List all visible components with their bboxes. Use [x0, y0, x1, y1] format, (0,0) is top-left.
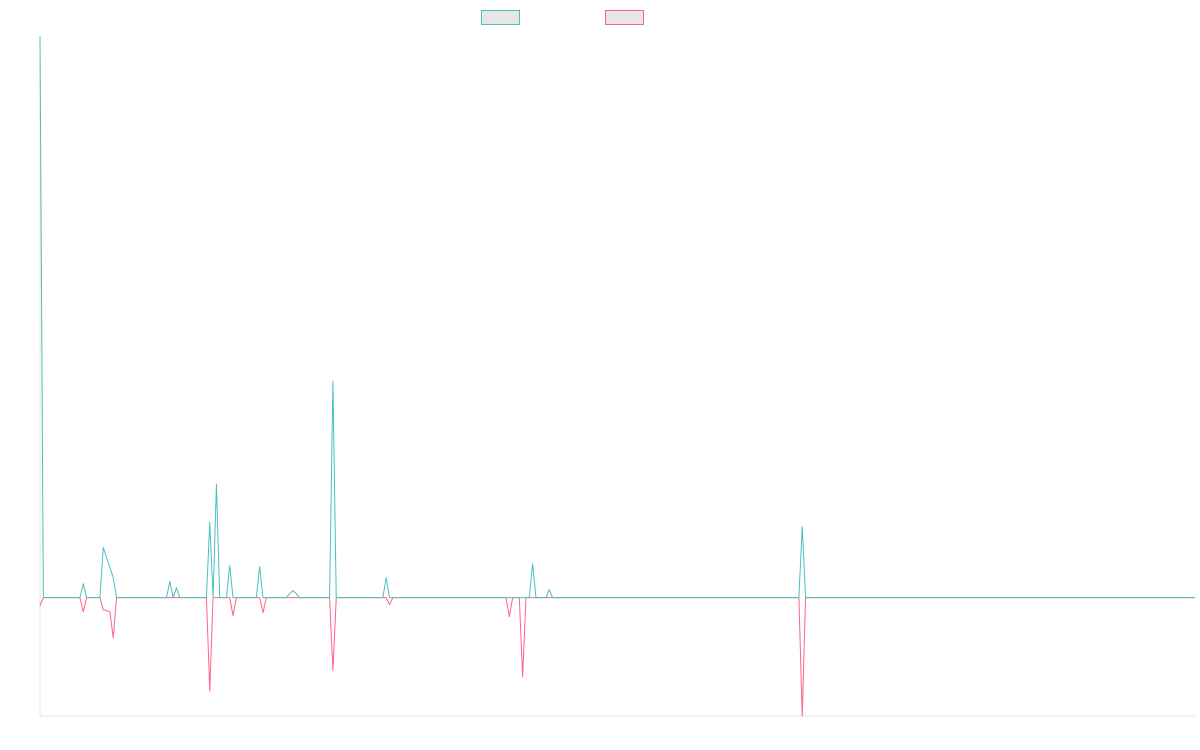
series-layer — [39, 35, 1195, 717]
legend-swatch-series-1[interactable] — [481, 10, 520, 25]
series-1-line — [39, 35, 1195, 599]
series-2-line — [39, 597, 1195, 717]
legend-swatch-series-2[interactable] — [605, 10, 644, 25]
